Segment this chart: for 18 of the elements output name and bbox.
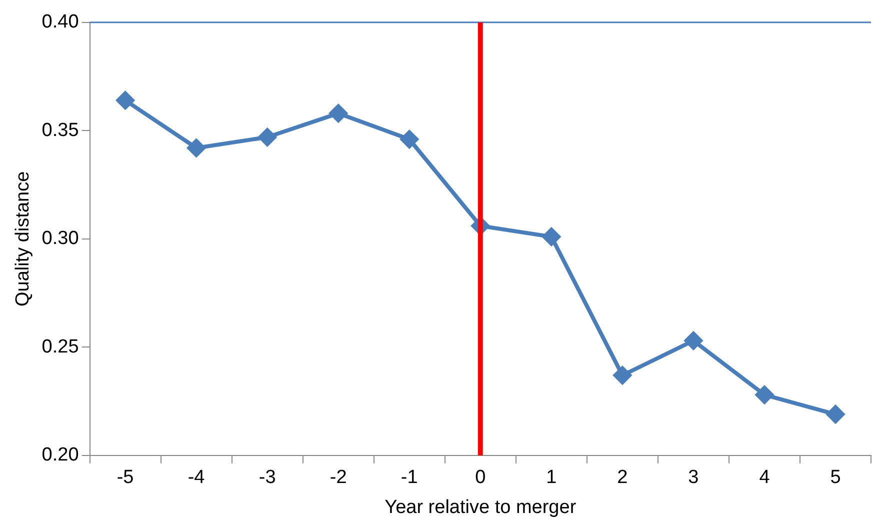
x-tick-label: 3 bbox=[688, 467, 699, 488]
x-tick-label: 2 bbox=[617, 467, 628, 488]
x-tick-label: 5 bbox=[830, 467, 841, 488]
x-tick-label: -1 bbox=[400, 467, 418, 488]
x-tick-label: -5 bbox=[116, 467, 134, 488]
y-tick-label: 0.35 bbox=[42, 120, 79, 141]
x-tick-label: -4 bbox=[188, 467, 206, 488]
x-tick-label: -2 bbox=[330, 467, 347, 488]
y-tick-label: 0.30 bbox=[42, 228, 79, 250]
y-axis-title: Quality distance bbox=[12, 171, 34, 306]
y-tick-label: 0.40 bbox=[42, 12, 79, 33]
x-tick-label: -3 bbox=[258, 467, 276, 488]
x-tick-label: 4 bbox=[759, 467, 770, 488]
y-tick-label: 0.25 bbox=[42, 336, 79, 358]
y-tick-label: 0.20 bbox=[42, 444, 79, 466]
x-axis-title: Year relative to merger bbox=[384, 496, 577, 518]
x-tick-label: 1 bbox=[546, 467, 557, 488]
x-tick-label: 0 bbox=[475, 467, 486, 488]
